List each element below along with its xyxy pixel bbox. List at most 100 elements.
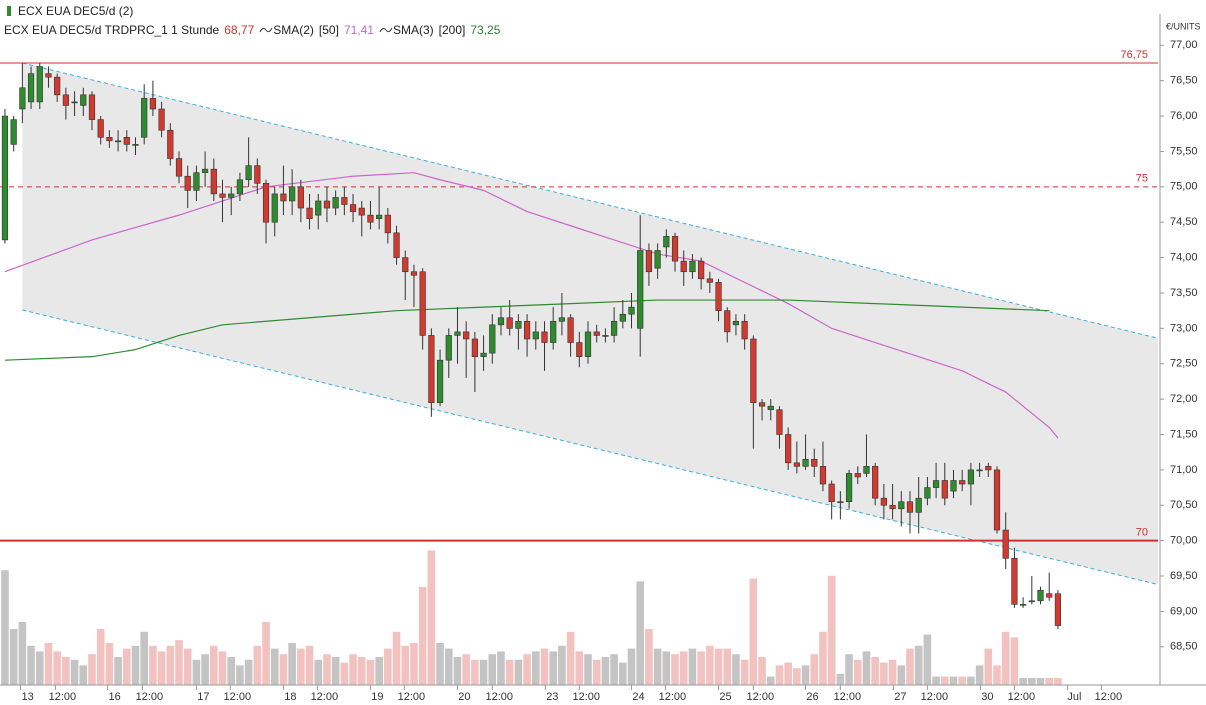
candle-body bbox=[950, 480, 957, 492]
volume-bar bbox=[1054, 678, 1062, 685]
candle-body bbox=[254, 165, 261, 184]
volume-bar bbox=[505, 659, 514, 685]
candle-body bbox=[341, 197, 348, 205]
candle-body bbox=[523, 320, 531, 340]
volume-bar bbox=[27, 645, 35, 685]
volume-bar bbox=[923, 634, 932, 685]
x-tick-label: 27 bbox=[894, 691, 906, 703]
x-tick-label: 12:00 bbox=[398, 691, 426, 703]
x-tick-label: 19 bbox=[371, 691, 383, 703]
y-tick-label: 75,00 bbox=[1170, 181, 1198, 193]
x-tick-label: 18 bbox=[284, 691, 296, 703]
x-tick-label: 12:00 bbox=[921, 691, 949, 703]
candle-body bbox=[602, 335, 609, 337]
candle-body bbox=[306, 207, 313, 219]
candle-body bbox=[210, 168, 217, 195]
volume-bar bbox=[401, 645, 410, 685]
candle-body bbox=[993, 469, 1001, 531]
candle-body bbox=[1028, 600, 1035, 603]
volume-bar bbox=[157, 651, 166, 685]
x-tick-label: 16 bbox=[108, 691, 120, 703]
candle-body bbox=[471, 338, 478, 357]
volume-bar bbox=[244, 659, 253, 685]
volume-bar bbox=[558, 645, 566, 685]
candle-body bbox=[1020, 604, 1027, 606]
volume-bar bbox=[688, 648, 697, 685]
candle-body bbox=[410, 271, 418, 276]
candle-body bbox=[1, 115, 9, 241]
candle-body bbox=[123, 136, 130, 145]
volume-bar bbox=[375, 657, 383, 685]
volume-bar bbox=[479, 659, 488, 685]
volume-bar bbox=[967, 676, 975, 685]
candle-body bbox=[36, 66, 43, 103]
volume-bar bbox=[149, 645, 157, 685]
volume-bar bbox=[122, 648, 131, 685]
y-unit: €/UNITS bbox=[1166, 21, 1201, 31]
candle-body bbox=[10, 119, 17, 145]
candle-body bbox=[732, 320, 740, 326]
candle-body bbox=[428, 335, 435, 403]
candle-body bbox=[202, 168, 209, 173]
volume-bar bbox=[619, 662, 627, 685]
candle-body bbox=[802, 458, 809, 467]
candle-body bbox=[62, 94, 69, 106]
volume-bar bbox=[1045, 678, 1054, 685]
volume-bar bbox=[592, 659, 601, 685]
y-tick-label: 70,50 bbox=[1170, 499, 1198, 511]
volume-bar bbox=[427, 550, 436, 685]
volume-bar bbox=[70, 659, 79, 685]
legend-name: ECX EUA DEC5/d TRDPRC_1 1 Stunde bbox=[4, 23, 220, 37]
candle-body bbox=[741, 320, 748, 340]
volume-bar bbox=[88, 654, 96, 685]
volume-bar bbox=[784, 662, 792, 685]
volume-bar bbox=[183, 648, 192, 685]
y-tick-label: 72,00 bbox=[1170, 393, 1198, 405]
x-tick-label: 12:00 bbox=[573, 691, 601, 703]
candle-body bbox=[71, 101, 78, 104]
candle-body bbox=[689, 260, 696, 273]
x-tick-label: 12:00 bbox=[1008, 691, 1036, 703]
y-tick-label: 69,50 bbox=[1170, 570, 1198, 582]
candle-body bbox=[576, 342, 583, 357]
legend-name: SMA(2) bbox=[273, 23, 314, 37]
candle-body bbox=[785, 434, 792, 464]
candle-body bbox=[219, 193, 226, 198]
candle-body bbox=[941, 480, 948, 499]
volume-bar bbox=[862, 651, 871, 685]
volume-bar bbox=[775, 665, 784, 685]
candle-body bbox=[45, 73, 52, 78]
volume-bar bbox=[288, 643, 296, 685]
x-tick-label: 12:00 bbox=[224, 691, 252, 703]
volume-bar bbox=[262, 622, 270, 685]
axis-panel bbox=[1160, 0, 1206, 685]
candle-body bbox=[898, 501, 905, 510]
volume-bar bbox=[323, 654, 331, 685]
volume-bar bbox=[984, 648, 993, 685]
candle-body bbox=[445, 335, 452, 361]
candle-body bbox=[193, 172, 200, 191]
candle-body bbox=[506, 317, 513, 329]
candle-body bbox=[1011, 558, 1018, 605]
volume-bar bbox=[192, 659, 201, 685]
candle-body bbox=[1046, 593, 1053, 598]
volume-bar bbox=[645, 629, 653, 685]
chart-title: ECX EUA DEC5/d (2) bbox=[18, 4, 134, 18]
volume-bar bbox=[888, 659, 897, 685]
volume-bar bbox=[253, 645, 262, 685]
x-tick-label: 26 bbox=[806, 691, 818, 703]
volume-bar bbox=[175, 640, 183, 685]
candle-body bbox=[184, 175, 191, 191]
candle-body bbox=[889, 504, 896, 510]
candle-body bbox=[280, 193, 287, 202]
volume-bar bbox=[131, 645, 140, 685]
volume-bar bbox=[827, 575, 836, 685]
candle-body bbox=[54, 76, 61, 96]
volume-bar bbox=[575, 651, 584, 685]
volume-bar bbox=[9, 629, 18, 685]
candle-body bbox=[141, 98, 148, 138]
volume-bar bbox=[940, 676, 949, 685]
x-tick-label: 12:00 bbox=[747, 691, 775, 703]
candle-body bbox=[367, 214, 374, 223]
volume-bar bbox=[105, 643, 114, 685]
